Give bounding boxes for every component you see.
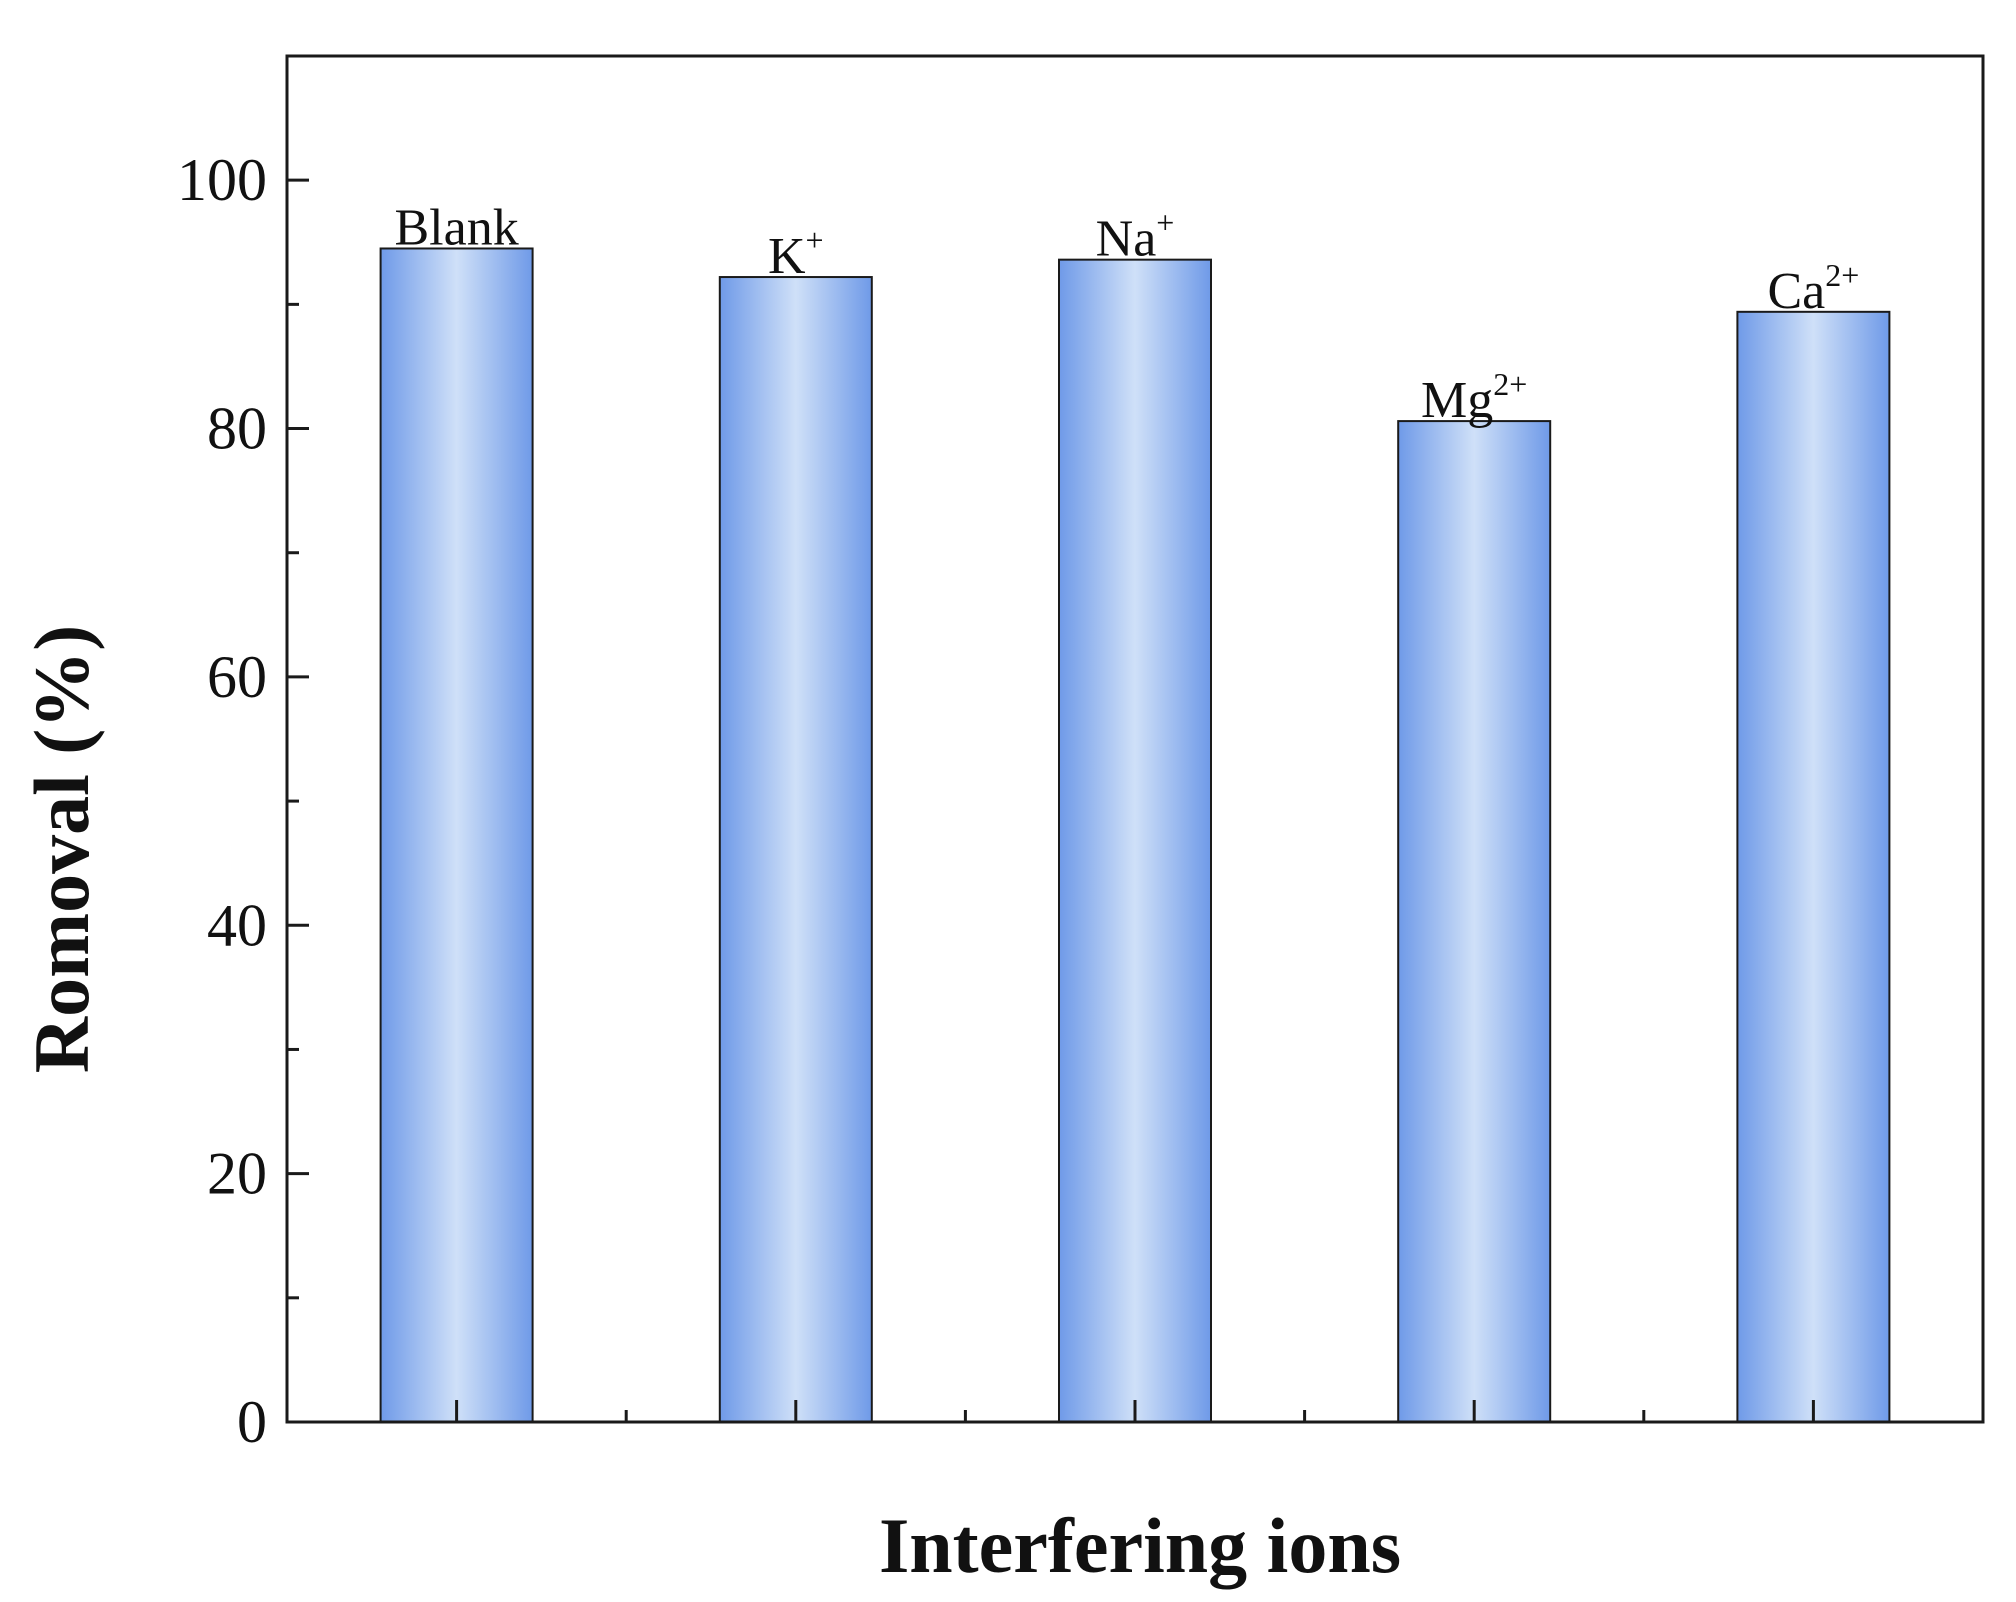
bar-0 (379, 247, 534, 1423)
bar-3 (1397, 420, 1552, 1423)
bar-label-0: Blank (394, 199, 518, 256)
x-axis-title: Interfering ions (879, 1502, 1401, 1589)
bar-label-1: K+ (768, 222, 824, 285)
y-tick-label: 100 (177, 147, 267, 213)
y-tick-label: 20 (207, 1141, 267, 1207)
y-tick-label: 80 (207, 396, 267, 462)
bar-4 (1736, 310, 1891, 1423)
bar-label-2: Na+ (1096, 205, 1175, 268)
y-tick-label: 40 (207, 892, 267, 958)
y-axis-title: Romoval (%) (18, 625, 105, 1073)
bar-label-3: Mg2+ (1421, 366, 1527, 429)
y-tick-label: 60 (207, 644, 267, 710)
y-tick-label: 0 (237, 1389, 267, 1455)
bars-group (379, 247, 1891, 1424)
y-axis-ticks: 0 20 40 60 80 100 (177, 147, 309, 1455)
bar-2 (1058, 258, 1212, 1423)
bar-labels-group: Blank K+ Na+ Mg2+ Ca2+ (394, 199, 1859, 429)
bar-label-4: Ca2+ (1767, 257, 1859, 320)
x-axis-ticks (455, 1400, 1815, 1422)
bar-1 (718, 276, 873, 1424)
